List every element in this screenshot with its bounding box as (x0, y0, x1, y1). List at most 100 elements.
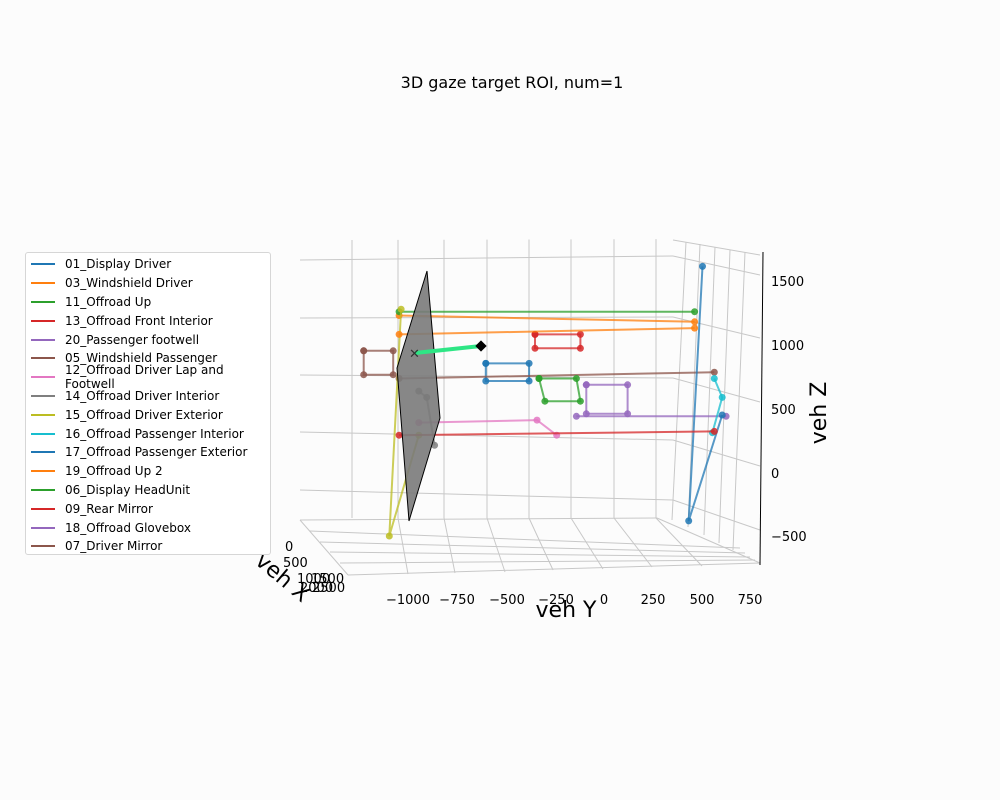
series-point (431, 441, 439, 449)
x-tick-label: 2000 (300, 581, 333, 596)
legend-label: 19_Offroad Up 2 (65, 464, 163, 479)
legend-swatch (31, 282, 55, 285)
series-line (399, 327, 695, 336)
legend-swatch (31, 470, 55, 473)
legend-label: 18_Offroad Glovebox (65, 520, 191, 535)
y-tick-label: −250 (538, 593, 574, 608)
series-line (711, 378, 724, 433)
series-line (534, 333, 582, 350)
legend-swatch (31, 394, 55, 397)
series-line (399, 371, 715, 380)
series-point (385, 532, 393, 540)
x-tick-label: 2500 (312, 581, 345, 596)
driver-exterior-surface (396, 270, 441, 522)
series-point (533, 416, 541, 424)
legend-label: 17_Offroad Passenger Exterior (65, 445, 248, 460)
series-point (389, 371, 397, 379)
series-point (624, 410, 632, 418)
series-point (395, 330, 403, 338)
y-tick-label: −1000 (386, 593, 430, 608)
series-point (718, 411, 726, 419)
chart-title: 3D gaze target ROI, num=1 (401, 73, 624, 92)
series-point (576, 397, 584, 405)
legend-entry: 16_Offroad Passenger Interior (26, 424, 270, 443)
series-line (484, 362, 531, 382)
x-tick-label: 500 (283, 556, 308, 571)
y-tick-label: 0 (600, 593, 608, 608)
legend-swatch (31, 300, 55, 303)
gaze-vector (414, 344, 482, 355)
series-point (525, 359, 533, 367)
legend-swatch (31, 488, 55, 491)
legend-label: 11_Offroad Up (65, 294, 152, 309)
y-tick-label: 500 (690, 593, 715, 608)
series-point (360, 371, 368, 379)
series-point (389, 347, 397, 355)
tick-labels: −1000 −750 −500 −250 0 250 500 750150010005000−… (283, 275, 807, 608)
series-point (691, 308, 699, 316)
z-tick-label: 1500 (771, 275, 804, 290)
legend-entry: 14_Offroad Driver Interior (26, 387, 270, 406)
legend-label: 07_Driver Mirror (65, 539, 163, 554)
series-point (710, 427, 718, 435)
y-tick-label: 250 (641, 593, 666, 608)
legend-entry: 09_Rear Mirror (26, 499, 270, 518)
series-point (582, 410, 590, 418)
legend-label: 05_Windshield Passenger (65, 351, 218, 366)
legend-label: 15_Offroad Driver Exterior (65, 407, 223, 422)
y-axis-label: veh Y (536, 598, 597, 623)
series-point (576, 344, 584, 352)
grid-panes (299, 239, 764, 576)
z-tick-label: −500 (771, 530, 807, 545)
legend-swatch (31, 451, 55, 454)
x-tick-label: 1000 (297, 572, 330, 587)
series-point (541, 397, 549, 405)
series-point (710, 368, 718, 376)
legend-entry: 06_Display HeadUnit (26, 481, 270, 500)
legend-entry: 05_Windshield Passenger (26, 349, 270, 368)
z-tick-label: 0 (771, 467, 779, 482)
series-point (525, 377, 533, 385)
series-point (535, 375, 543, 382)
legend-swatch (31, 526, 55, 529)
legend-entry: 20_Passenger footwell (26, 330, 270, 349)
legend-label: 14_Offroad Driver Interior (65, 388, 220, 403)
y-tick-label: −750 (439, 593, 475, 608)
legend-label: 16_Offroad Passenger Interior (65, 426, 244, 441)
series-line (585, 383, 629, 415)
legend-swatch (31, 376, 55, 379)
series-point (572, 412, 580, 420)
legend-entry: 12_Offroad Driver Lap and Footwell (26, 363, 270, 391)
legend-label: 09_Rear Mirror (65, 501, 153, 516)
series-point (531, 344, 539, 352)
series-point (531, 330, 539, 338)
series-point (397, 305, 405, 313)
series-line (399, 430, 715, 437)
z-tick-label: 1000 (771, 339, 804, 354)
legend-entry: 01_Display Driver (26, 255, 270, 274)
legend-label: 13_Offroad Front Interior (65, 313, 213, 328)
legend-entry: 19_Offroad Up 2 (26, 462, 270, 481)
legend-swatch (31, 545, 55, 548)
legend-label: 12_Offroad Driver Lap and Footwell (65, 363, 224, 392)
legend-label: 20_Passenger footwell (65, 332, 200, 347)
series-point (576, 330, 584, 338)
legend-entry: 03_Windshield Driver (26, 274, 270, 293)
series-line (399, 314, 695, 323)
series-point (710, 375, 718, 382)
series-point (699, 262, 706, 270)
legend-swatch (31, 432, 55, 435)
legend-entry: 07_Driver Mirror (26, 537, 270, 556)
series-point (691, 324, 699, 332)
legend-swatch (31, 338, 55, 341)
legend-label: 01_Display Driver (65, 257, 172, 272)
legend: 01_Display Driver 03_Windshield Driver 11_… (25, 252, 271, 555)
series-point (360, 347, 368, 355)
x-tick-label: 0 (285, 540, 293, 555)
series-point (395, 431, 403, 439)
legend-entry: 18_Offroad Glovebox (26, 518, 270, 537)
y-tick-label: 750 (738, 593, 763, 608)
x-tick-label: 1500 (311, 572, 344, 587)
series-point (482, 377, 490, 385)
